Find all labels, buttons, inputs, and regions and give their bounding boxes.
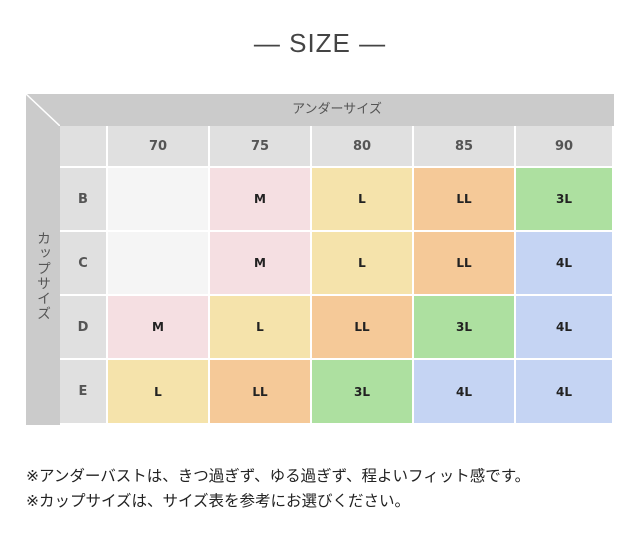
row-header: B <box>60 168 108 232</box>
size-cell: L <box>108 360 210 425</box>
size-cell: 4L <box>516 296 614 360</box>
page-title: — SIZE — <box>253 28 387 58</box>
corner-cell <box>60 126 108 168</box>
size-table: アンダーサイズ カップサイズ 70 75 80 85 90 B M L LL 3L C M L LL 4L D… <box>26 94 614 425</box>
size-cell <box>108 232 210 296</box>
note: ※カップサイズは、サイズ表を参考にお選びください。 <box>26 492 411 510</box>
column-header: 90 <box>516 126 614 168</box>
size-cell: LL <box>414 168 516 232</box>
size-cell: M <box>108 296 210 360</box>
cup-size-label-band: カップサイズ <box>26 126 60 425</box>
column-header: 70 <box>108 126 210 168</box>
size-cell: 4L <box>516 232 614 296</box>
size-cell: L <box>312 168 414 232</box>
size-cell: L <box>210 296 312 360</box>
row-header: E <box>60 360 108 425</box>
row-header: C <box>60 232 108 296</box>
size-cell: M <box>210 168 312 232</box>
size-cell <box>108 168 210 232</box>
size-cell: LL <box>210 360 312 425</box>
size-cell: 3L <box>516 168 614 232</box>
size-cell: M <box>210 232 312 296</box>
row-header: D <box>60 296 108 360</box>
cup-size-label: カップサイズ <box>35 230 51 321</box>
column-header: 80 <box>312 126 414 168</box>
size-cell: 3L <box>312 360 414 425</box>
column-header: 75 <box>210 126 312 168</box>
column-header: 85 <box>414 126 516 168</box>
size-cell: 4L <box>414 360 516 425</box>
size-cell: L <box>312 232 414 296</box>
size-cell: 4L <box>516 360 614 425</box>
notes: ※アンダーバストは、きつ過ぎず、ゆる過ぎず、程よいフィット感です。 ※カップサイ… <box>26 464 530 514</box>
size-grid: 70 75 80 85 90 B M L LL 3L C M L LL 4L D M L LL 3L 4L E L LL 3L 4… <box>60 126 614 425</box>
size-cell: LL <box>414 232 516 296</box>
corner-bevel <box>26 94 60 126</box>
size-cell: 3L <box>414 296 516 360</box>
note: ※アンダーバストは、きつ過ぎず、ゆる過ぎず、程よいフィット感です。 <box>26 467 531 485</box>
under-size-label: アンダーサイズ <box>292 102 382 117</box>
size-cell: LL <box>312 296 414 360</box>
